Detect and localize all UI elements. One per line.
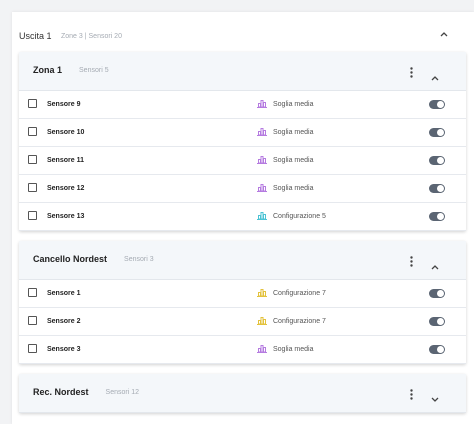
sensor-row: Sensore 11 Soglia media [19, 146, 466, 175]
sensor-row: Sensore 10 Soglia media [19, 118, 466, 147]
zone-card: Rec. Nordest Sensori 12 [19, 374, 466, 413]
sensor-name: Sensore 10 [47, 129, 85, 136]
zone-header: Cancello Nordest Sensori 3 [19, 241, 466, 280]
zone-card: Zona 1 Sensori 5 Sensore 9 Soglia media Sens… [19, 52, 466, 231]
collapse-toggle[interactable] [440, 31, 448, 37]
toggle-switch[interactable] [429, 345, 445, 354]
checkbox[interactable] [28, 344, 37, 353]
sensor-name: Sensore 3 [47, 346, 81, 353]
sensor-row: Sensore 9 Soglia media [19, 90, 466, 119]
mode-icon [257, 289, 267, 297]
mode-label: Configurazione 7 [273, 318, 326, 325]
mode-icon [257, 156, 267, 164]
menu-button[interactable] [410, 387, 413, 400]
sensor-name: Sensore 9 [47, 101, 81, 108]
output-title: Uscita 1 [19, 31, 52, 41]
toggle-switch[interactable] [429, 128, 445, 137]
output-subtitle: Zone 3 | Sensori 20 [61, 33, 122, 40]
zone-title: Zona 1 [33, 65, 63, 75]
checkbox[interactable] [28, 155, 37, 164]
sensor-row: Sensore 1 Configurazione 7 [19, 279, 466, 308]
mode-label: Soglia media [273, 346, 314, 353]
zone-subtitle: Sensori 3 [124, 256, 154, 263]
checkbox[interactable] [28, 211, 37, 220]
sensor-name: Sensore 1 [47, 290, 81, 297]
toggle-switch[interactable] [429, 100, 445, 109]
zone-subtitle: Sensori 5 [79, 67, 109, 74]
menu-button[interactable] [410, 254, 413, 267]
mode-icon [257, 317, 267, 325]
zone-title: Cancello Nordest [33, 254, 108, 264]
mode-label: Soglia media [273, 101, 314, 108]
toggle-switch[interactable] [429, 317, 445, 326]
zone-header: Rec. Nordest Sensori 12 [19, 374, 466, 413]
sensor-name: Sensore 13 [47, 213, 85, 220]
checkbox[interactable] [28, 127, 37, 136]
sensor-name: Sensore 11 [47, 157, 84, 164]
mode-label: Soglia media [273, 129, 314, 136]
collapse-toggle[interactable] [431, 68, 439, 81]
toggle-switch[interactable] [429, 212, 445, 221]
toggle-switch[interactable] [429, 184, 445, 193]
mode-icon [257, 128, 267, 136]
mode-icon [257, 184, 267, 192]
sensor-name: Sensore 12 [47, 185, 85, 192]
collapse-toggle[interactable] [431, 257, 439, 270]
sensor-row: Sensore 12 Soglia media [19, 174, 466, 203]
mode-icon [257, 345, 267, 353]
mode-label: Soglia media [273, 157, 314, 164]
checkbox[interactable] [28, 316, 37, 325]
sensor-name: Sensore 2 [47, 318, 81, 325]
toggle-switch[interactable] [429, 289, 445, 298]
collapse-toggle[interactable] [431, 390, 439, 402]
toggle-switch[interactable] [429, 156, 445, 165]
checkbox[interactable] [28, 99, 37, 108]
mode-icon [257, 212, 267, 220]
mode-icon [257, 100, 267, 108]
zone-card: Cancello Nordest Sensori 3 Sensore 1 Config… [19, 241, 466, 364]
sensor-row: Sensore 13 Configurazione 5 [19, 202, 466, 231]
sensor-row: Sensore 3 Soglia media [19, 335, 466, 364]
sensor-row: Sensore 2 Configurazione 7 [19, 307, 466, 336]
zone-subtitle: Sensori 12 [105, 389, 139, 396]
mode-label: Soglia media [273, 185, 314, 192]
zone-title: Rec. Nordest [33, 387, 89, 397]
checkbox[interactable] [28, 183, 37, 192]
zone-header: Zona 1 Sensori 5 [19, 52, 466, 91]
menu-button[interactable] [410, 65, 413, 78]
mode-label: Configurazione 5 [273, 213, 326, 220]
mode-label: Configurazione 7 [273, 290, 326, 297]
checkbox[interactable] [28, 288, 37, 297]
